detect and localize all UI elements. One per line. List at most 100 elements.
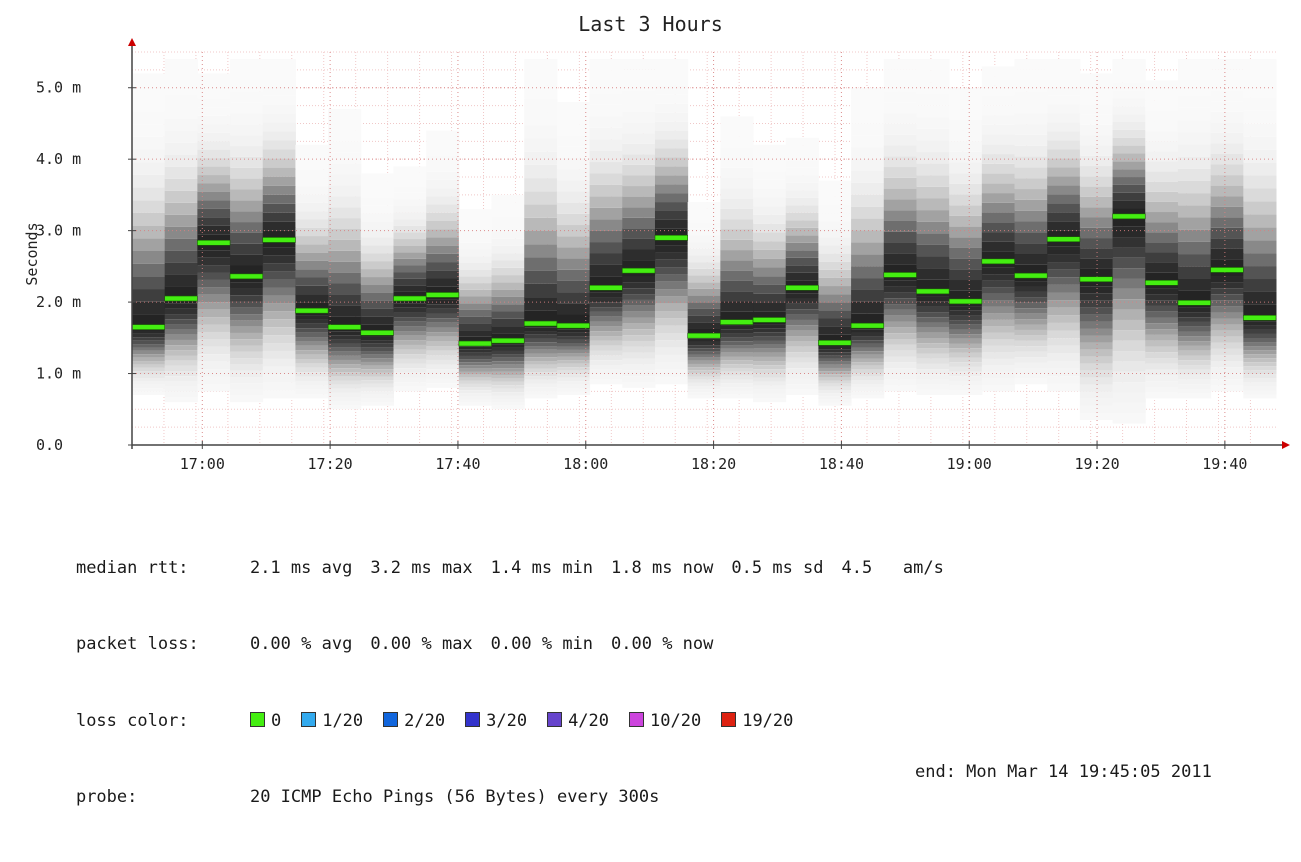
- smoke-band: [132, 333, 166, 338]
- smoke-band: [622, 101, 656, 113]
- smoke-band: [1177, 180, 1212, 194]
- smoke-band: [164, 274, 198, 287]
- smoke-band: [654, 245, 689, 253]
- smoke-band: [981, 280, 1016, 288]
- smoke-band: [589, 307, 623, 312]
- smoke-band: [1047, 221, 1081, 231]
- smoke-band: [720, 301, 754, 312]
- smokeping-chart: 0.01.0 m2.0 m3.0 m4.0 m5.0 m 17:00 17:20 1…: [36, 38, 1290, 470]
- smoke-band: [393, 340, 427, 345]
- smoke-band: [851, 218, 885, 231]
- smoke-band: [622, 329, 656, 336]
- smoke-band: [1243, 378, 1277, 383]
- smoke-band: [1047, 149, 1081, 159]
- loss-color-text: 2/20: [404, 710, 446, 731]
- smoke-band: [360, 324, 394, 333]
- smoke-band: [1243, 279, 1277, 292]
- smoke-band: [1177, 193, 1212, 206]
- smoke-band: [360, 205, 394, 214]
- smoke-band: [556, 342, 591, 347]
- smoke-band: [262, 335, 296, 344]
- smoke-band: [654, 228, 689, 238]
- smoke-band: [295, 161, 329, 170]
- smoke-band: [1047, 307, 1081, 316]
- smoke-band: [556, 258, 591, 270]
- smoke-band: [720, 250, 754, 261]
- smoke-band: [164, 226, 198, 239]
- smoke-band: [1079, 342, 1114, 350]
- smoke-band: [1177, 266, 1212, 279]
- y-tick-label: 0.0: [36, 436, 63, 454]
- smoke-band: [360, 402, 394, 406]
- smoke-band: [916, 256, 950, 269]
- smoke-column: [1079, 73, 1114, 420]
- smoke-band: [393, 225, 427, 233]
- smoke-band: [230, 326, 264, 333]
- smoke-band: [883, 156, 917, 168]
- smoke-band: [197, 302, 231, 310]
- smoke-band: [262, 113, 296, 123]
- x-tick-label: 19:40: [1202, 455, 1247, 470]
- smoke-band: [1079, 377, 1114, 385]
- smoke-band: [1210, 227, 1244, 239]
- smoke-band: [197, 324, 231, 332]
- smoke-band: [197, 369, 231, 377]
- smoke-band: [132, 124, 166, 137]
- smoke-band: [622, 317, 656, 324]
- smoke-band: [328, 218, 362, 230]
- smoke-band: [1243, 362, 1277, 367]
- smoke-band: [262, 287, 296, 296]
- smoke-band: [1112, 200, 1146, 209]
- smoke-band: [1079, 335, 1114, 343]
- smoke-band: [262, 382, 296, 391]
- smoke-band: [1112, 309, 1146, 320]
- smoke-band: [164, 371, 198, 377]
- smoke-band: [328, 331, 362, 336]
- smoke-column: [981, 66, 1016, 392]
- smoke-band: [1243, 291, 1277, 305]
- smoke-band: [164, 355, 198, 361]
- smoke-column: [197, 73, 231, 392]
- smoke-band: [1047, 95, 1081, 105]
- median-marker: [1112, 213, 1146, 220]
- smoke-band: [1145, 232, 1179, 243]
- smoke-band: [524, 204, 558, 218]
- smoke-band: [1112, 340, 1146, 352]
- smoke-band: [1210, 143, 1244, 155]
- smoke-band: [132, 330, 166, 334]
- smoke-band: [393, 205, 427, 213]
- median-marker: [1243, 315, 1277, 321]
- smoke-band: [1014, 221, 1048, 233]
- smoke-band: [753, 385, 787, 390]
- smoke-band: [458, 303, 493, 310]
- smoke-band: [883, 304, 917, 310]
- median-min: 1.4 ms min: [490, 557, 594, 578]
- loss-color-item: 2/20: [383, 709, 445, 735]
- smoke-band: [622, 249, 656, 261]
- smoke-band: [458, 396, 493, 400]
- smoke-band: [132, 149, 166, 163]
- smoke-band: [164, 214, 198, 227]
- smoke-band: [458, 355, 493, 360]
- smoke-band: [818, 188, 852, 197]
- smoke-band: [753, 223, 787, 233]
- smoke-band: [589, 331, 623, 337]
- smoke-band: [1177, 345, 1212, 351]
- smoke-band: [328, 239, 362, 251]
- smoke-band: [426, 336, 460, 342]
- smoke-column: [458, 209, 493, 406]
- smoke-band: [556, 269, 591, 281]
- smoke-band: [981, 293, 1016, 301]
- smoke-band: [622, 238, 656, 250]
- smoke-band: [981, 163, 1016, 174]
- smoke-band: [1177, 120, 1212, 133]
- smoke-band: [426, 355, 460, 360]
- smoke-band: [1014, 145, 1048, 157]
- smoke-band: [164, 334, 198, 340]
- smoke-band: [753, 206, 787, 215]
- smoke-band: [360, 261, 394, 270]
- smoke-band: [1014, 69, 1048, 81]
- smoke-band: [851, 383, 885, 388]
- smoke-band: [1210, 59, 1244, 70]
- smoke-band: [589, 336, 623, 341]
